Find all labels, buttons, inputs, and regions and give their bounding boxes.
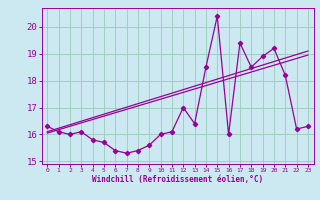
X-axis label: Windchill (Refroidissement éolien,°C): Windchill (Refroidissement éolien,°C) — [92, 175, 263, 184]
